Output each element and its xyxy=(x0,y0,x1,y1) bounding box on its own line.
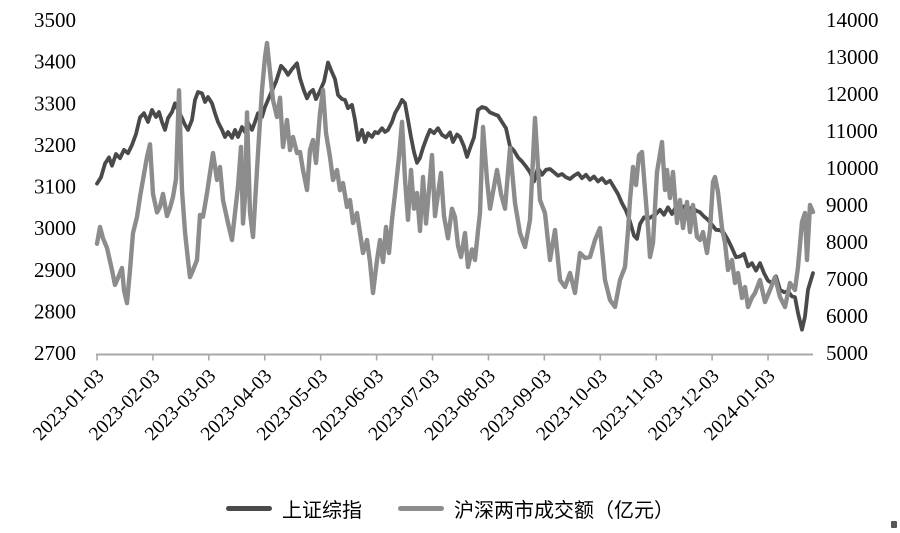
y-tick-label-left: 3400 xyxy=(34,50,76,74)
y-tick-label-right: 10000 xyxy=(826,156,879,180)
y-tick-label-right: 7000 xyxy=(826,267,868,291)
y-tick-label-right: 13000 xyxy=(826,45,879,69)
y-tick-label-left: 3200 xyxy=(34,133,76,157)
y-tick-label-left: 2700 xyxy=(34,341,76,365)
turnover-line-swatch xyxy=(398,505,444,511)
legend-item-turnover: 沪深两市成交额（亿元） xyxy=(398,494,674,523)
corner-artifact xyxy=(891,521,897,528)
y-tick-label-right: 6000 xyxy=(826,304,868,328)
legend-item-sse-index: 上证综指 xyxy=(226,494,362,523)
y-tick-label-left: 3100 xyxy=(34,175,76,199)
y-tick-label-right: 8000 xyxy=(826,230,868,254)
y-tick-label-left: 3500 xyxy=(34,8,76,32)
sse-index-line-swatch xyxy=(226,505,272,511)
y-tick-label-right: 14000 xyxy=(826,8,879,32)
y-tick-label-left: 2900 xyxy=(34,258,76,282)
y-tick-label-right: 11000 xyxy=(826,119,878,143)
y-tick-label-left: 3300 xyxy=(34,91,76,115)
sse-index-legend-label: 上证综指 xyxy=(282,499,362,522)
y-tick-label-right: 5000 xyxy=(826,341,868,365)
y-tick-label-left: 3000 xyxy=(34,216,76,240)
turnover-legend-label: 沪深两市成交额（亿元） xyxy=(454,499,674,522)
turnover-line xyxy=(94,40,816,310)
y-tick-label-right: 12000 xyxy=(826,82,879,106)
y-tick-label-left: 2800 xyxy=(34,299,76,323)
legend: 上证综指 沪深两市成交额（亿元） xyxy=(0,492,900,524)
y-tick-label-right: 9000 xyxy=(826,193,868,217)
